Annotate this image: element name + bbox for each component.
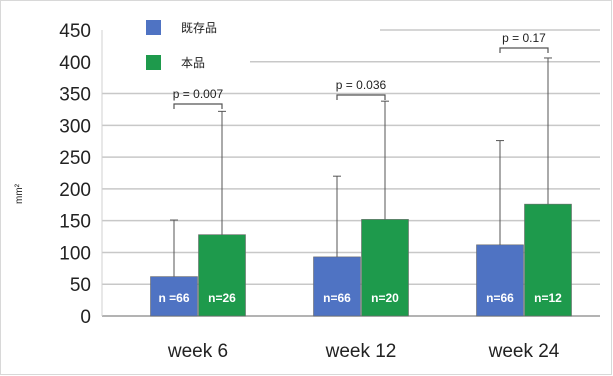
legend-label-existing: 既存品	[181, 21, 217, 35]
n-label: n=12	[534, 291, 562, 305]
p-value-label: p = 0.007	[173, 87, 224, 101]
bar-existing	[150, 276, 198, 317]
y-tick-label: 0	[80, 307, 91, 328]
legend-swatch-existing	[146, 20, 161, 35]
y-tick-label: 300	[59, 116, 91, 137]
legend-swatch-product	[146, 55, 161, 70]
n-label: n=20	[371, 291, 399, 305]
significance-bracket	[499, 47, 549, 53]
bars	[150, 203, 572, 317]
y-tick-label: 200	[59, 180, 91, 201]
y-tick-label: 50	[70, 275, 91, 296]
bar-existing	[476, 244, 524, 317]
error-bars	[170, 57, 552, 277]
legend: 既存品 本品	[146, 20, 217, 70]
x-category-label: week 6	[167, 341, 228, 362]
gridlines	[102, 29, 600, 285]
bar-existing	[313, 256, 361, 317]
n-label: n=66	[323, 291, 351, 305]
y-tick-label: 450	[59, 21, 91, 42]
p-value-label: p = 0.17	[502, 31, 546, 45]
y-tick-label: 400	[59, 53, 91, 74]
bar-product	[198, 234, 246, 317]
x-category-label: week 12	[325, 341, 397, 362]
y-tick-label: 250	[59, 148, 91, 169]
x-category-label: week 24	[488, 341, 560, 362]
y-tick-label: 150	[59, 212, 91, 233]
y-axis-unit-label: mm²	[14, 183, 25, 204]
labels: 0 50 100 150 200 250 300 350 400 450 week 6 n =66 n=…	[59, 21, 562, 362]
y-tick-label: 350	[59, 85, 91, 106]
significance-brackets	[173, 47, 549, 109]
significance-bracket	[336, 94, 386, 100]
n-label: n =66	[158, 291, 189, 305]
n-label: n=26	[208, 291, 236, 305]
significance-bracket	[173, 103, 223, 109]
n-label: n=66	[486, 291, 514, 305]
legend-label-product: 本品	[181, 56, 205, 70]
y-tick-label: 100	[59, 243, 91, 264]
p-value-label: p = 0.036	[336, 78, 387, 92]
bar-product	[361, 219, 409, 317]
